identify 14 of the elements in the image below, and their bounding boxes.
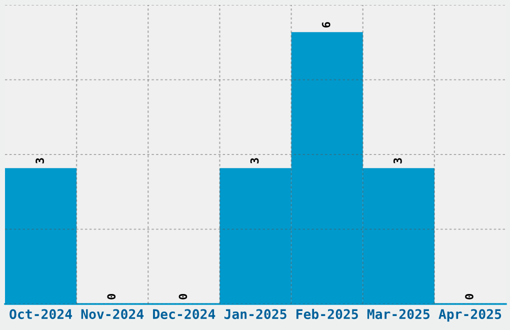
x-tick-label: Oct-2024: [10, 309, 72, 320]
data-label: 3: [393, 158, 402, 164]
data-label: 3: [36, 158, 44, 164]
data-label: 3: [250, 158, 259, 164]
x-tick-label: Nov-2024: [81, 309, 144, 320]
x-tick-label: Feb-2025: [296, 308, 358, 320]
x-tick-label: Apr-2025: [438, 309, 502, 322]
x-tick-label: Dec-2024: [153, 309, 216, 320]
data-label: 6: [322, 22, 330, 28]
data-label: 0: [107, 294, 116, 300]
x-tick-label: Mar-2025: [367, 309, 430, 320]
data-label: 0: [178, 294, 188, 300]
x-tick-label: Jan-2025: [224, 309, 286, 320]
data-label: 0: [465, 294, 474, 300]
